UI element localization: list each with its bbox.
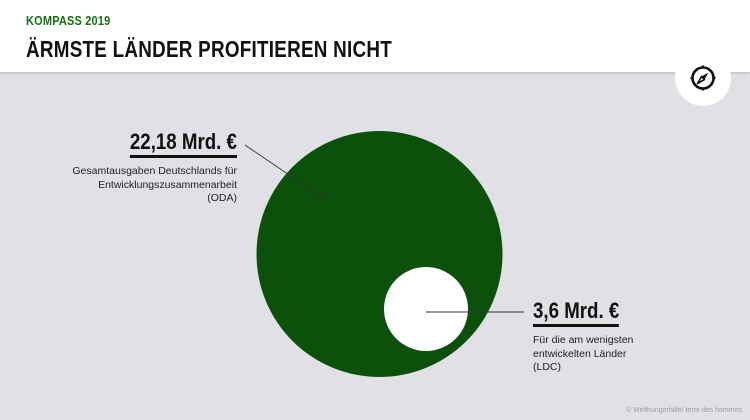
ldc-desc-line: Für die am wenigsten [533, 334, 634, 346]
oda-leader-line [244, 144, 330, 203]
header: KOMPASS 2019 ÄRMSTE LÄNDER PROFITIEREN N… [0, 0, 750, 72]
ldc-value: 3,6 Mrd. € [533, 299, 620, 327]
kicker: KOMPASS 2019 [26, 14, 111, 28]
page-title: ÄRMSTE LÄNDER PROFITIEREN NICHT [26, 36, 392, 62]
ldc-description: Für die am wenigsten entwickelten Länder… [533, 334, 634, 375]
oda-value: 22,18 Mrd. € [129, 130, 237, 158]
ldc-circle [384, 267, 468, 351]
oda-desc-line: Gesamtausgaben Deutschlands für [72, 165, 237, 177]
oda-label: 22,18 Mrd. € Gesamtausgaben Deutschlands… [72, 130, 237, 206]
compass-badge [675, 50, 731, 106]
ldc-desc-line: entwickelten Länder [533, 347, 627, 360]
compass-icon [690, 65, 716, 91]
source-credit: © Welthungerhilfe/ terre des hommes [626, 407, 742, 414]
ldc-desc-line: (LDC) [533, 361, 561, 373]
oda-desc-line: (ODA) [207, 192, 237, 204]
oda-circle [256, 131, 503, 377]
oda-description: Gesamtausgaben Deutschlands für Entwickl… [72, 165, 237, 206]
ldc-label: 3,6 Mrd. € Für die am wenigsten entwicke… [533, 299, 634, 375]
oda-desc-line: Entwicklungszusammenarbeit [98, 178, 237, 191]
